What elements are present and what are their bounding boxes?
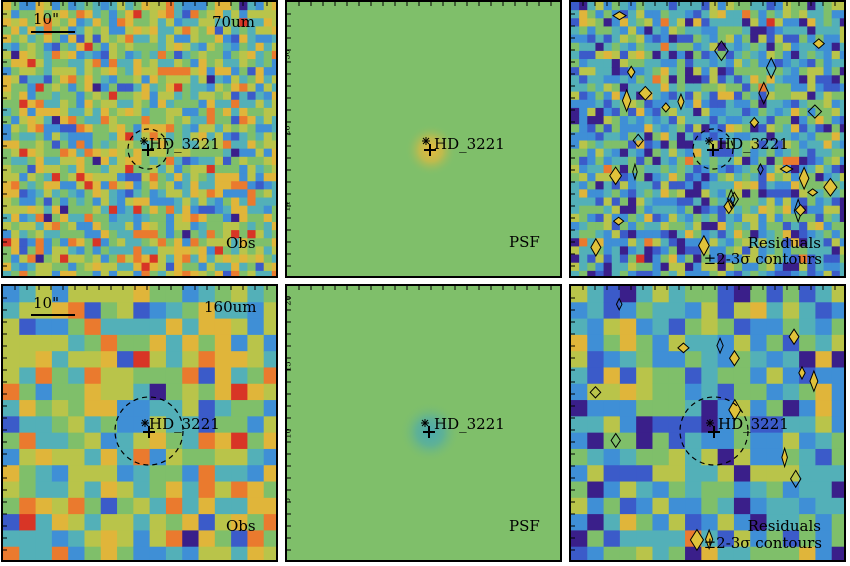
- band-label: 160um: [204, 298, 257, 316]
- target-label: HD_3221: [718, 135, 789, 153]
- contour: [621, 88, 632, 113]
- contour: [809, 369, 819, 393]
- contour: [729, 191, 740, 207]
- contour: [590, 237, 602, 257]
- aperture-circle: [679, 396, 749, 466]
- contour: [714, 40, 729, 62]
- contour: [697, 234, 710, 257]
- target-label: HD_3221: [434, 135, 505, 153]
- contour: [612, 216, 625, 226]
- contour: [632, 162, 638, 182]
- panel-160um-obs: 160um 10" HD_3221 Obs: [1, 284, 278, 562]
- axis-tick-label: 14: [285, 201, 292, 212]
- axis-tick-label: 20: [285, 295, 293, 306]
- contour: [610, 432, 622, 449]
- axis-tick-label: 28: [285, 125, 292, 136]
- panel-70um-obs: 70um 10" HD_3221 Obs: [1, 0, 278, 278]
- target-label: HD_3221: [149, 135, 220, 153]
- contour: [749, 116, 760, 129]
- pixel-map: [571, 2, 844, 276]
- target-label: HD_3221: [149, 415, 220, 433]
- contour: [728, 349, 740, 367]
- contour: [765, 56, 777, 80]
- panel-label-contours: ±2-3σ contours: [703, 534, 822, 552]
- contour: [794, 203, 807, 217]
- contour: [626, 65, 636, 79]
- contour: [612, 11, 627, 21]
- axis-tick-label: 10: [285, 428, 293, 439]
- pixel-map: [3, 2, 276, 276]
- contour: [798, 166, 810, 191]
- panel-70um-psf: HD_3221 PSF 36 28 14: [285, 0, 562, 278]
- contour: [589, 386, 602, 399]
- contour: [823, 177, 838, 197]
- panel-label: Obs: [226, 234, 256, 252]
- panel-70um-residual: HD_3221 Residuals ±2-3σ contours: [569, 0, 846, 278]
- contour: [812, 38, 826, 49]
- panel-160um-residual: HD_3221 Residuals ±2-3σ contours: [569, 284, 846, 562]
- contour: [779, 164, 794, 174]
- panel-160um-psf: HD_3221 PSF 20 15 10 5: [285, 284, 562, 562]
- panel-label-residuals: Residuals: [747, 517, 821, 535]
- contour: [788, 328, 800, 346]
- contour: [615, 297, 623, 312]
- axis-tick-label: 36: [285, 49, 292, 60]
- contour: [807, 104, 823, 119]
- panel-label: PSF: [509, 517, 540, 535]
- panel-label-contours: ±2-3σ contours: [703, 250, 822, 268]
- contour: [609, 166, 623, 186]
- contour: [716, 336, 724, 355]
- contour: [677, 92, 685, 111]
- aperture-circle: [692, 128, 734, 170]
- axis-tick-label: 15: [285, 361, 293, 372]
- contour: [661, 102, 671, 113]
- contour: [781, 446, 788, 469]
- scale-bar-label: 10": [33, 10, 59, 28]
- contour: [758, 81, 770, 106]
- panel-label: PSF: [509, 233, 540, 251]
- contour: [677, 342, 690, 354]
- contour: [807, 188, 819, 197]
- scale-bar-label: 10": [33, 294, 59, 312]
- pixel-map: [287, 286, 560, 560]
- contour: [727, 188, 736, 210]
- target-label: HD_3221: [434, 415, 505, 433]
- aperture-circle: [127, 128, 169, 170]
- pixel-map: [287, 2, 560, 276]
- band-label: 70um: [212, 13, 255, 31]
- contour: [723, 198, 735, 215]
- pixel-map: [571, 286, 844, 560]
- contour: [689, 528, 705, 552]
- contour: [638, 85, 653, 101]
- contour: [798, 365, 806, 381]
- contour: [632, 133, 644, 148]
- aperture-circle: [114, 396, 184, 466]
- target-label: HD_3221: [718, 415, 789, 433]
- contour: [705, 528, 714, 551]
- pixel-map: [3, 286, 276, 560]
- contour: [789, 469, 802, 489]
- panel-label: Obs: [226, 517, 256, 535]
- panel-label-residuals: Residuals: [747, 234, 821, 252]
- contour: [728, 398, 742, 422]
- contour: [757, 162, 764, 176]
- axis-tick-label: 5: [287, 498, 292, 503]
